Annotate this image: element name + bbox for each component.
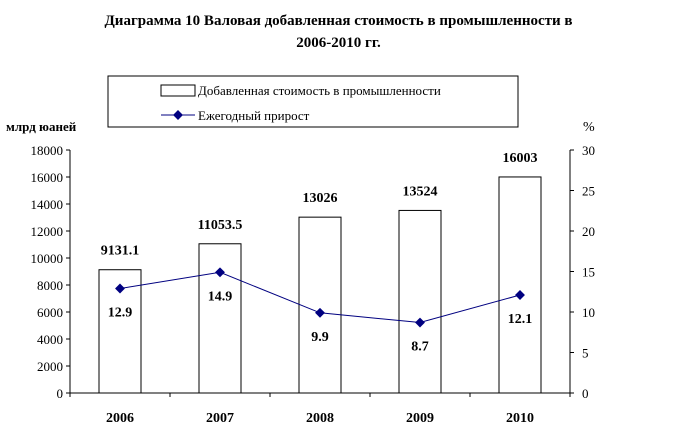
y-left-tick-label: 12000 <box>31 224 64 239</box>
bar <box>398 209 442 394</box>
bar <box>198 243 242 394</box>
y-left-tick-label: 8000 <box>37 278 63 293</box>
y-right-tick-label: 20 <box>582 224 595 239</box>
x-tick-label: 2007 <box>206 411 234 426</box>
bar <box>498 176 542 394</box>
legend-bar-swatch <box>160 84 196 97</box>
data-labels: 9131.1 11053.5 13026 13524 16003 12.9 14.9 9.9 8… <box>101 151 538 355</box>
growth-point <box>515 290 525 300</box>
y-right-tick-label: 10 <box>582 305 595 320</box>
x-tick-label: 2010 <box>506 411 534 426</box>
y-right-tick-label: 30 <box>582 143 595 158</box>
bar <box>298 216 342 394</box>
y-left-tick-label: 18000 <box>31 143 64 158</box>
bars <box>98 176 542 394</box>
bar-data-label: 11053.5 <box>198 218 243 233</box>
y-left-tick-label: 4000 <box>37 332 63 347</box>
y-left-tick-label: 10000 <box>31 251 64 266</box>
legend-bar-label: Добавленная стоимость в промышленности <box>198 83 441 98</box>
y-left-tick-label: 2000 <box>37 359 63 374</box>
growth-point <box>215 267 225 278</box>
chart-title-line1: Диаграмма 10 Валовая добавленная стоимос… <box>104 13 573 29</box>
growth-data-label: 12.1 <box>508 312 533 327</box>
legend: Добавленная стоимость в промышленности Е… <box>107 75 519 128</box>
bar-data-label: 13026 <box>303 191 338 206</box>
legend-line-label: Ежегодный прирост <box>198 108 310 123</box>
bar-data-label: 16003 <box>503 151 538 166</box>
y-axis-left-label: млрд юаней <box>6 119 77 134</box>
y-right-tick-label: 5 <box>582 346 589 361</box>
line-series <box>115 267 525 328</box>
y-left-tick-label: 14000 <box>31 197 64 212</box>
y-right-tick-label: 15 <box>582 265 595 280</box>
growth-data-label: 12.9 <box>108 306 133 321</box>
chart-title: Диаграмма 10 Валовая добавленная стоимос… <box>0 10 677 54</box>
chart-title-line2: 2006-2010 гг. <box>296 35 381 51</box>
y-right-tick-label: 25 <box>582 184 595 199</box>
y-left-tick-label: 0 <box>57 386 64 401</box>
legend-line-marker <box>173 110 183 120</box>
growth-data-label: 9.9 <box>311 330 329 345</box>
bar-data-label: 13524 <box>403 184 438 199</box>
growth-point <box>415 317 425 328</box>
growth-data-label: 14.9 <box>208 289 233 304</box>
x-tick-label: 2009 <box>406 411 434 426</box>
y-left-tick-label: 16000 <box>31 170 64 185</box>
y-right-tick-label: 0 <box>582 386 589 401</box>
y-axis-right-label: % <box>583 120 595 135</box>
growth-point <box>315 307 325 318</box>
y-left-tick-label: 6000 <box>37 305 63 320</box>
x-tick-label: 2008 <box>306 411 334 426</box>
growth-data-label: 8.7 <box>411 340 429 355</box>
bar-data-label: 9131.1 <box>101 244 140 259</box>
x-tick-label: 2006 <box>106 411 134 426</box>
